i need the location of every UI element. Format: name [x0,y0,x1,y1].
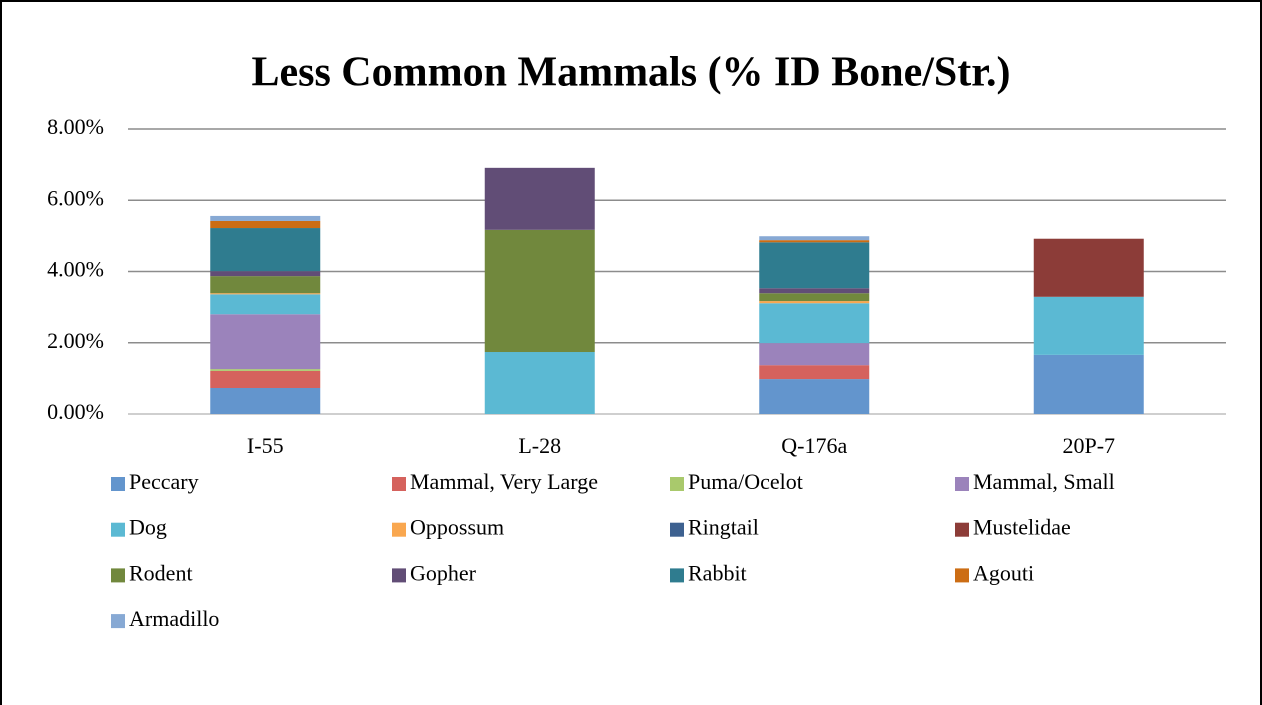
legend-swatch [111,522,125,537]
legend-swatch [392,522,406,537]
legend-label: Mammal, Small [973,469,1115,494]
legend-swatch [955,568,969,583]
legend-label: Puma/Ocelot [688,469,803,494]
bar-segment [210,276,321,294]
y-tick-label: 0.00% [47,399,104,424]
bar-segment [759,379,870,414]
bar-segment [759,303,870,344]
legend-swatch [670,477,684,491]
bar-segment [210,387,321,414]
legend-label: Armadillo [129,606,219,631]
bar-segment [759,293,870,302]
bar-segment [759,365,870,380]
bar-segment [759,242,870,289]
chart-title: Less Common Mammals (% ID Bone/Str.) [251,50,1010,96]
bar-segment [210,228,321,272]
legend-label: Dog [129,515,167,540]
bar-segment [484,229,595,353]
legend-swatch [955,477,969,491]
y-tick-label: 6.00% [47,185,104,210]
bar-segment [759,343,870,366]
legend-label: Agouti [973,560,1034,585]
legend-swatch [111,614,125,629]
bar-segment [210,314,321,370]
bar-segment [1033,296,1144,355]
bar-segment [210,370,321,388]
x-tick-label: I-55 [247,433,284,458]
bar-segment [1033,354,1144,414]
legend-label: Ringtail [688,515,759,540]
bar-segment [210,271,321,277]
y-tick-label: 2.00% [47,328,104,353]
bar-segment [210,293,321,295]
legend-label: Gopher [410,560,477,585]
legend-label: Oppossum [410,515,504,540]
legend-swatch [111,477,125,491]
y-tick-label: 8.00% [47,114,104,139]
bar-segment [759,236,870,241]
legend-swatch [670,522,684,537]
legend-label: Mammal, Very Large [410,469,598,494]
bar-segment [210,215,321,221]
x-tick-label: Q-176a [781,433,847,458]
bar-segment [210,369,321,371]
x-tick-label: 20P-7 [1062,433,1115,458]
legend-label: Rodent [129,560,193,585]
bar-segment [759,240,870,243]
bar-segment [1033,238,1144,297]
bar-segment [759,301,870,304]
bar-segment [484,352,595,414]
bar-segment [759,288,870,294]
legend-swatch [111,568,125,583]
x-tick-label: L-28 [518,433,561,458]
legend-swatch [392,477,406,491]
legend-label: Peccary [129,469,199,494]
y-tick-label: 4.00% [47,257,104,282]
bar-segment [484,167,595,230]
bar-segment [210,294,321,315]
legend-swatch [670,568,684,583]
bar-segment [210,220,321,229]
legend-swatch [955,522,969,537]
legend-label: Rabbit [688,560,747,585]
legend-swatch [392,568,406,583]
legend-label: Mustelidae [973,515,1071,540]
